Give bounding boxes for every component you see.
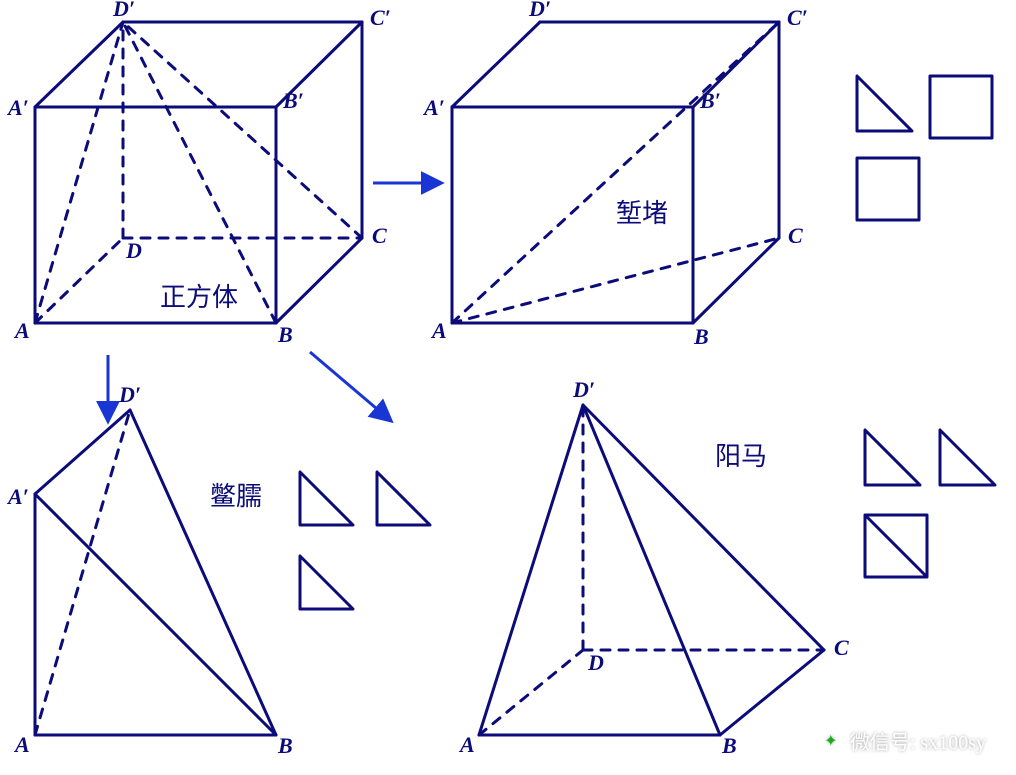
svg-text:D: D xyxy=(587,650,604,675)
svg-text:C′: C′ xyxy=(787,5,808,30)
diagram-canvas: A B C D A′ B′ C′ D′ 正方体 A B C A′ B′ C′ D′ 堑堵 A B A′ D′ 鳖臑 A B C D… xyxy=(0,0,1016,775)
svg-text:B: B xyxy=(693,324,709,349)
svg-text:正方体: 正方体 xyxy=(160,283,238,312)
svg-text:C: C xyxy=(834,635,849,660)
svg-text:A: A xyxy=(13,318,30,343)
svg-text:D′: D′ xyxy=(572,377,595,402)
wechat-icon: ✦ xyxy=(818,728,844,754)
svg-text:B: B xyxy=(277,733,293,758)
svg-text:A: A xyxy=(430,318,447,343)
svg-text:C′: C′ xyxy=(370,5,391,30)
svg-text:阳马: 阳马 xyxy=(715,442,767,471)
svg-text:B′: B′ xyxy=(282,88,304,113)
svg-text:C: C xyxy=(372,223,387,248)
svg-text:A: A xyxy=(13,732,30,757)
wechat-text: 微信号: sx100sy xyxy=(850,726,986,755)
svg-text:鳖臑: 鳖臑 xyxy=(210,482,262,511)
svg-text:A′: A′ xyxy=(6,95,29,120)
svg-text:D: D xyxy=(125,238,142,263)
svg-text:D′: D′ xyxy=(118,382,141,407)
svg-text:A′: A′ xyxy=(422,95,445,120)
svg-text:A: A xyxy=(458,732,475,757)
wechat-watermark: ✦ 微信号: sx100sy xyxy=(818,726,986,755)
svg-text:A′: A′ xyxy=(6,484,29,509)
svg-text:B: B xyxy=(277,322,293,347)
svg-text:C: C xyxy=(788,223,803,248)
svg-text:D′: D′ xyxy=(112,0,135,21)
svg-text:B: B xyxy=(721,733,737,758)
svg-text:B′: B′ xyxy=(699,88,721,113)
svg-text:D′: D′ xyxy=(528,0,551,21)
svg-text:堑堵: 堑堵 xyxy=(616,199,668,228)
